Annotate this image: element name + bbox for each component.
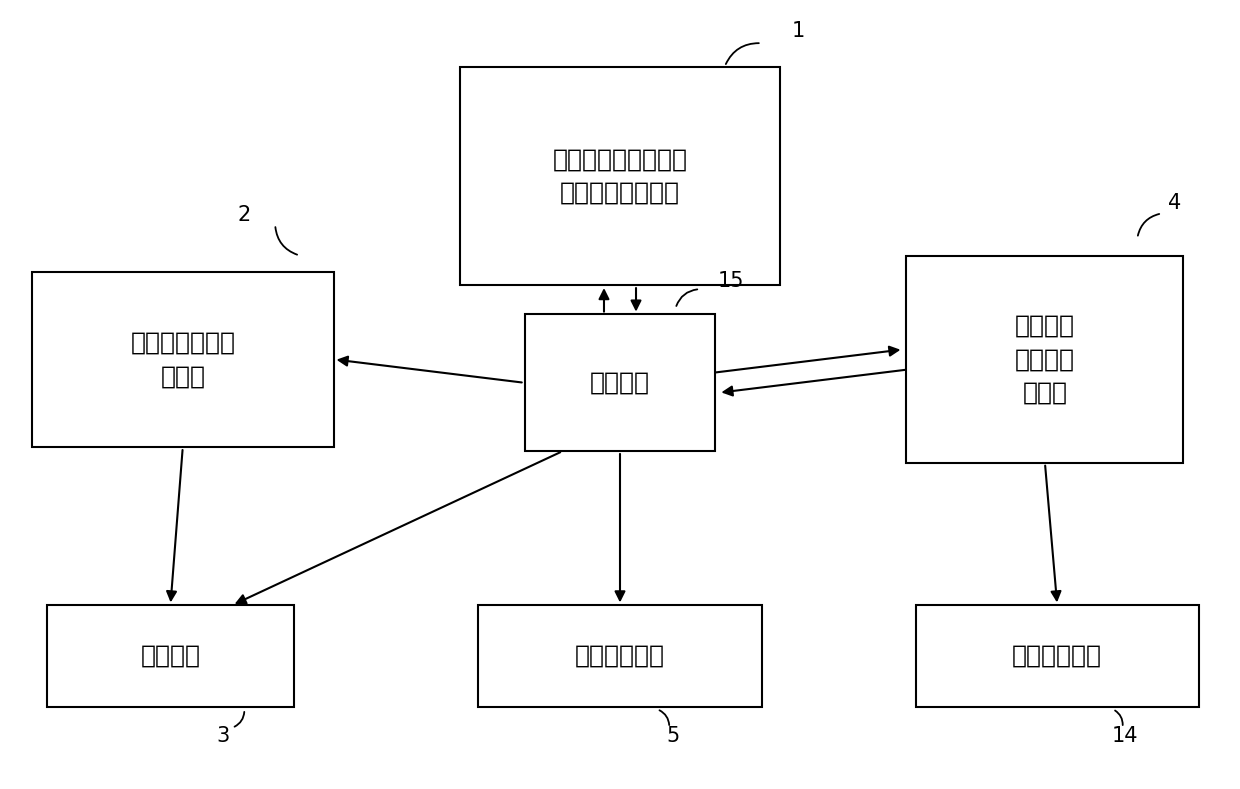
Bar — [32, 271, 334, 447]
Text: 工序负责
人手机号
数据库: 工序负责 人手机号 数据库 — [1014, 314, 1075, 405]
Text: 1: 1 — [792, 21, 805, 42]
Bar — [460, 66, 780, 285]
Text: 15: 15 — [718, 271, 744, 291]
Text: 控制终端: 控制终端 — [590, 371, 650, 394]
Text: 2: 2 — [238, 205, 250, 225]
Text: 3: 3 — [217, 726, 231, 746]
Text: 语音通知模块: 语音通知模块 — [1012, 644, 1102, 668]
Text: 三维全景数据采
集装置: 三维全景数据采 集装置 — [130, 331, 236, 388]
Text: 4: 4 — [1168, 193, 1180, 213]
Bar — [479, 605, 761, 707]
Bar — [47, 605, 294, 707]
Text: 短信发送装置: 短信发送装置 — [575, 644, 665, 668]
Bar — [525, 315, 715, 451]
Text: 14: 14 — [1112, 726, 1138, 746]
Text: 转换装置: 转换装置 — [140, 644, 201, 668]
Text: 工序完成施工时三维
可视化模型数据库: 工序完成施工时三维 可视化模型数据库 — [553, 148, 687, 204]
Bar — [906, 256, 1183, 463]
Text: 5: 5 — [666, 726, 680, 746]
Bar — [915, 605, 1199, 707]
